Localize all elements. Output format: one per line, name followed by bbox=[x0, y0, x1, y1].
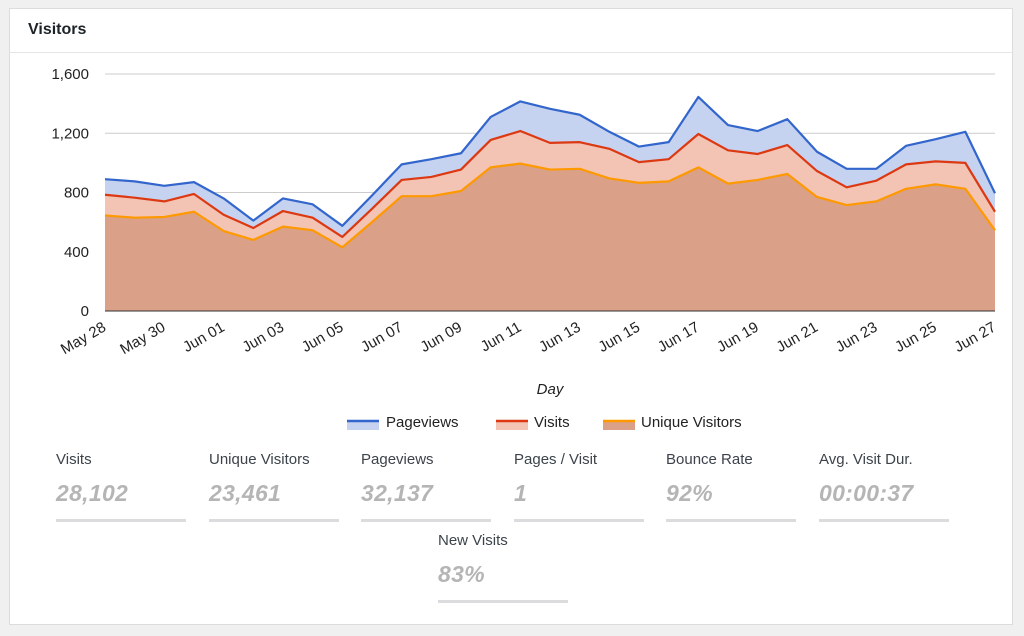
y-tick-label: 1,600 bbox=[51, 66, 89, 83]
stat-value: 32,137 bbox=[361, 480, 434, 506]
stat-label: Pageviews bbox=[361, 451, 434, 468]
stat-pageviews: Pageviews 32,137 bbox=[361, 451, 491, 522]
stat-label: Bounce Rate bbox=[666, 451, 753, 468]
x-axis-title: Day bbox=[537, 381, 565, 398]
stat-visits: Visits 28,102 bbox=[56, 451, 186, 522]
visitors-chart: 0 400 800 1,200 1,600 May 28 May 30 Jun 01 Jun 0… bbox=[51, 66, 999, 431]
x-tick-label: Jun 23 bbox=[833, 319, 881, 356]
x-tick-label: Jun 21 bbox=[773, 319, 821, 356]
stat-avg-visit-duration: Avg. Visit Dur. 00:00:37 bbox=[819, 451, 949, 522]
x-tick-label: Jun 25 bbox=[892, 319, 940, 356]
widget-title: Visitors bbox=[28, 21, 87, 38]
stat-new-visits: New Visits 83% bbox=[438, 532, 568, 603]
line-visits bbox=[104, 129, 996, 239]
stat-underline bbox=[819, 519, 949, 522]
stat-value: 83% bbox=[438, 561, 485, 587]
stat-underline bbox=[514, 519, 644, 522]
y-tick-label: 400 bbox=[64, 244, 89, 261]
x-tick-label: Jun 11 bbox=[478, 319, 525, 356]
stat-value: 28,102 bbox=[56, 480, 129, 506]
x-tick-label: Jun 19 bbox=[714, 319, 762, 356]
x-tick-label: Jun 07 bbox=[358, 319, 406, 356]
y-tick-label: 0 bbox=[81, 303, 89, 320]
x-tick-label: Jun 17 bbox=[655, 319, 703, 356]
widget-header: Visitors bbox=[10, 9, 1012, 53]
area-unique-visitors bbox=[105, 163, 995, 311]
x-tick-label: May 28 bbox=[58, 319, 109, 358]
legend-swatch bbox=[603, 421, 635, 430]
stat-unique-visitors: Unique Visitors 23,461 bbox=[209, 451, 339, 522]
stat-label: Pages / Visit bbox=[514, 451, 598, 468]
line-unique-visitors bbox=[104, 162, 996, 249]
y-tick-label: 1,200 bbox=[51, 125, 89, 142]
line-pageviews bbox=[104, 95, 996, 227]
y-tick-label: 800 bbox=[64, 185, 89, 202]
stat-underline bbox=[438, 600, 568, 603]
x-tick-label: Jun 05 bbox=[299, 319, 347, 356]
stat-label: New Visits bbox=[438, 532, 508, 549]
stat-underline bbox=[56, 519, 186, 522]
stat-value: 00:00:37 bbox=[819, 480, 914, 506]
stat-pages-per-visit: Pages / Visit 1 bbox=[514, 451, 644, 522]
stat-bounce-rate: Bounce Rate 92% bbox=[666, 451, 796, 522]
x-tick-label: Jun 09 bbox=[417, 319, 465, 356]
legend-label: Pageviews bbox=[386, 414, 459, 431]
x-tick-label: May 30 bbox=[117, 319, 168, 358]
stat-label: Unique Visitors bbox=[209, 451, 310, 468]
stat-underline bbox=[209, 519, 339, 522]
stat-value: 23,461 bbox=[209, 480, 282, 506]
stat-label: Visits bbox=[56, 451, 92, 468]
legend-swatch bbox=[496, 421, 528, 430]
x-tick-label: Jun 15 bbox=[595, 319, 643, 356]
stat-label: Avg. Visit Dur. bbox=[819, 451, 913, 468]
legend-label: Unique Visitors bbox=[641, 414, 742, 431]
legend-label: Visits bbox=[534, 414, 570, 431]
stat-value: 92% bbox=[666, 480, 713, 506]
x-tick-label: Jun 27 bbox=[951, 319, 999, 356]
x-tick-label: Jun 01 bbox=[180, 319, 228, 356]
stat-value: 1 bbox=[514, 480, 528, 506]
legend-swatch bbox=[347, 421, 379, 430]
x-tick-label: Jun 03 bbox=[239, 319, 287, 356]
x-tick-label: Jun 13 bbox=[536, 319, 584, 356]
stat-underline bbox=[666, 519, 796, 522]
stat-underline bbox=[361, 519, 491, 522]
